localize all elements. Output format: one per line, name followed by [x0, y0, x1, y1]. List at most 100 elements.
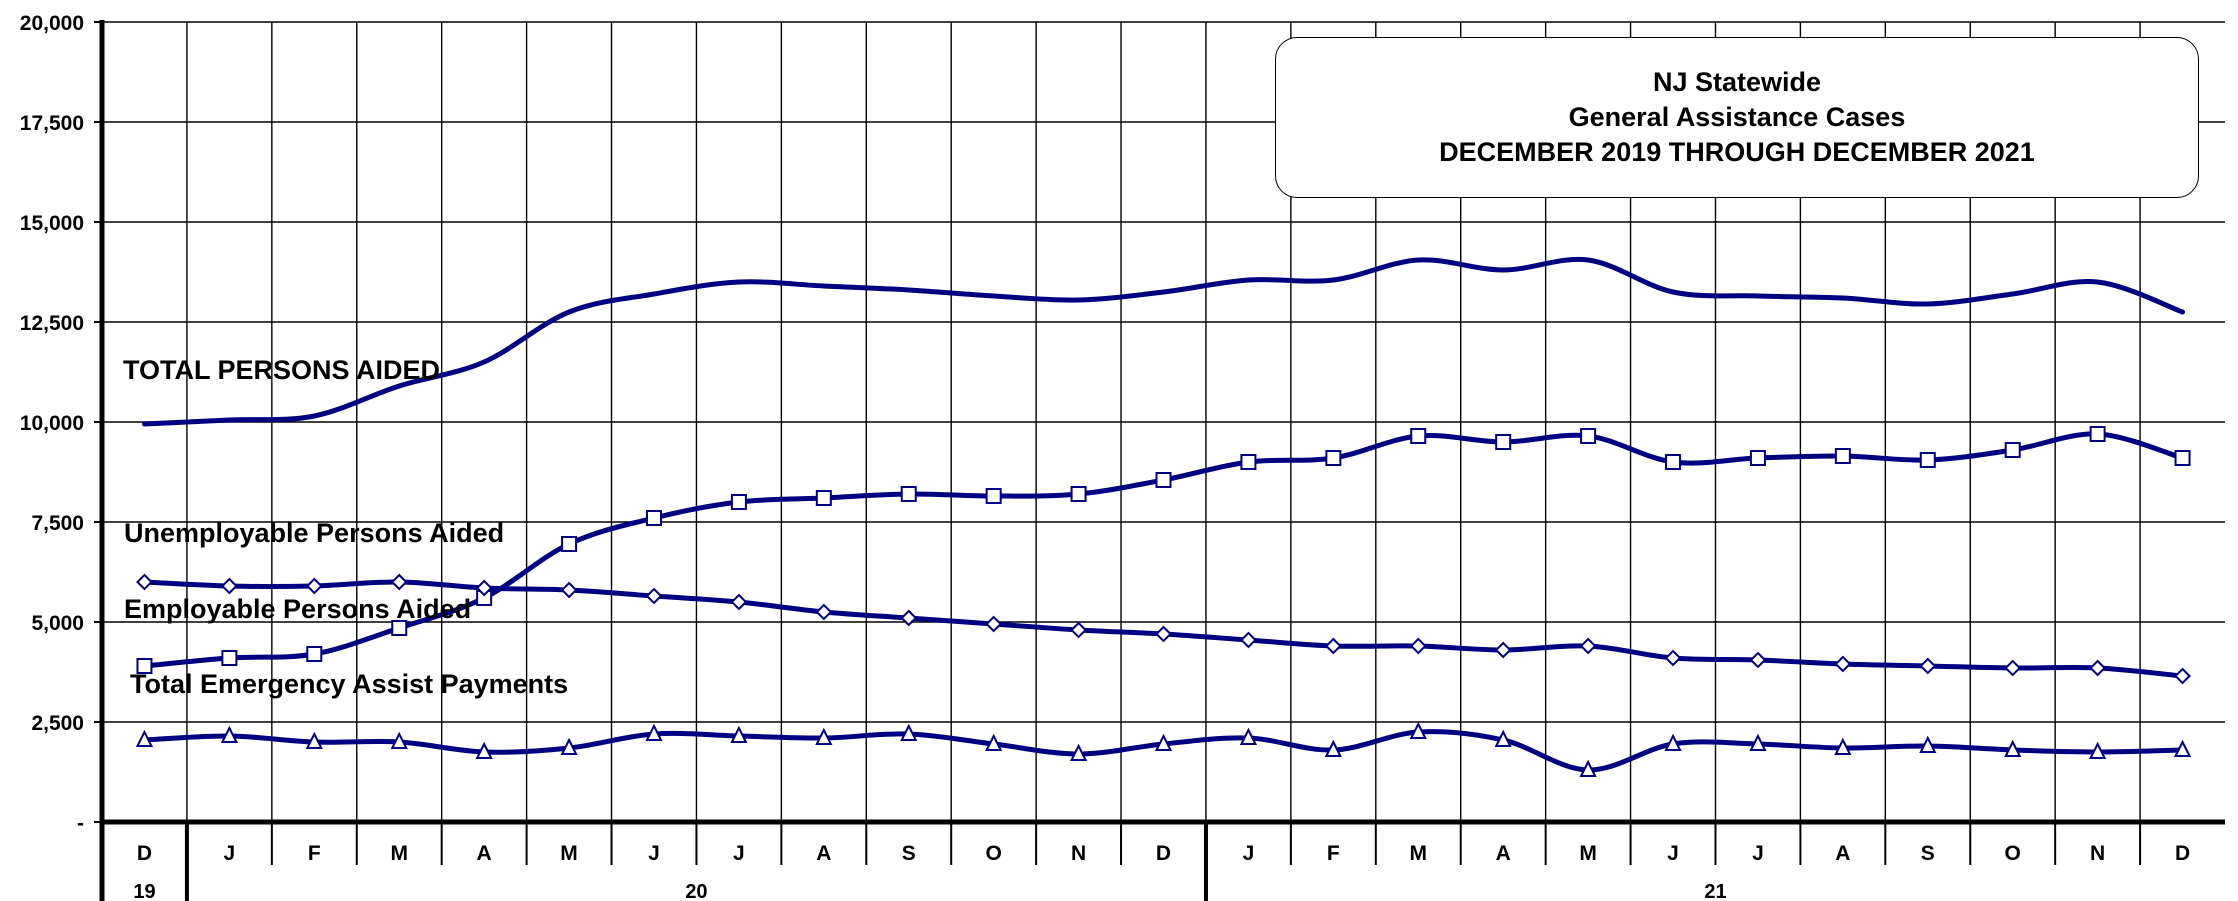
x-tick-label: A	[477, 842, 492, 865]
y-tick-label: -	[77, 812, 84, 835]
data-point-diamond	[1919, 657, 1937, 675]
data-point-triangle	[1409, 721, 1427, 739]
data-point-triangle	[220, 725, 238, 743]
data-point-square	[136, 658, 153, 674]
data-point-triangle	[815, 727, 833, 745]
data-point-diamond	[475, 579, 493, 597]
x-tick-label: D	[1156, 842, 1171, 865]
data-point-square	[1070, 486, 1087, 502]
y-tick-label: 2,500	[31, 712, 84, 735]
y-tick-label: 5,000	[31, 612, 84, 635]
data-point-triangle	[2173, 739, 2192, 757]
data-point-square	[1410, 428, 1427, 444]
x-tick-label: J	[1243, 842, 1255, 865]
year-label: 20	[685, 881, 707, 901]
x-tick-label: N	[1071, 842, 1086, 865]
year-label: 19	[133, 881, 155, 901]
x-tick-label: J	[224, 842, 236, 865]
data-point-diamond	[1070, 621, 1087, 639]
x-tick-label: M	[1579, 842, 1597, 865]
data-point-diamond	[900, 609, 918, 627]
x-tick-label: M	[560, 842, 578, 865]
x-tick-label: O	[2005, 842, 2021, 865]
data-point-diamond	[305, 577, 323, 595]
x-tick-label: J	[1752, 842, 1764, 865]
x-tick-label: D	[137, 842, 152, 865]
data-point-square	[1240, 454, 1257, 470]
data-point-diamond	[645, 587, 663, 605]
y-tick-label: 20,000	[20, 12, 84, 35]
x-tick-label: M	[1410, 842, 1428, 865]
series-line	[142, 256, 2185, 427]
data-point-square	[900, 486, 917, 502]
data-point-square	[2089, 426, 2106, 442]
data-point-diamond	[136, 573, 153, 591]
x-tick-label: S	[902, 842, 916, 865]
data-point-square	[561, 536, 578, 552]
data-point-diamond	[1749, 651, 1767, 669]
series-lines	[135, 256, 2192, 777]
series-label-total-persons: TOTAL PERSONS AIDED	[123, 355, 441, 385]
chart-title-line-2: General Assistance Cases	[1568, 102, 1906, 132]
y-tick-label: 7,500	[31, 512, 84, 535]
series-label-unemployable: Unemployable Persons Aided	[124, 518, 505, 548]
data-point-diamond	[1240, 631, 1257, 649]
data-point-square	[1155, 472, 1172, 488]
axes	[94, 20, 2225, 901]
data-point-square	[1665, 454, 1682, 470]
data-point-triangle	[1154, 733, 1173, 751]
data-point-square	[1834, 448, 1851, 464]
data-point-triangle	[1919, 735, 1937, 753]
data-point-triangle	[1579, 759, 1597, 777]
data-point-diamond	[1834, 655, 1852, 673]
data-point-diamond	[1324, 637, 1342, 655]
data-point-diamond	[985, 615, 1003, 633]
data-point-square	[306, 646, 323, 662]
data-point-diamond	[2004, 659, 2022, 677]
x-tick-label: A	[816, 842, 831, 865]
y-tick-label: 17,500	[20, 112, 84, 135]
data-point-triangle	[1239, 727, 1258, 745]
x-tick-label: D	[2175, 842, 2190, 865]
chart-title-line-3: DECEMBER 2019 THROUGH DECEMBER 2021	[1439, 137, 2035, 167]
x-tick-labels: 19 20 21 D J F M A M J J A S O N D J F M A M J J A S O N D	[133, 842, 2190, 901]
data-point-triangle	[985, 733, 1003, 751]
data-point-triangle	[475, 741, 493, 759]
y-tick-label: 10,000	[20, 412, 84, 435]
data-point-diamond	[2174, 667, 2191, 685]
data-point-triangle	[135, 729, 154, 747]
data-point-diamond	[1409, 637, 1427, 655]
data-point-triangle	[2004, 739, 2022, 757]
data-point-square	[221, 650, 238, 666]
data-point-diamond	[560, 581, 578, 599]
data-point-square	[815, 490, 832, 506]
data-point-triangle	[390, 731, 408, 749]
y-tick-labels: - 2,500 5,000 7,500 10,000 12,500 15,000 17,500…	[20, 12, 84, 835]
chart-title-line-1: NJ Statewide	[1652, 67, 1822, 97]
x-tick-label: A	[1496, 842, 1511, 865]
data-point-square	[2174, 450, 2191, 466]
data-point-square	[1495, 434, 1512, 450]
y-tick-label: 15,000	[20, 212, 84, 235]
data-point-triangle	[305, 731, 323, 749]
data-point-diamond	[2089, 659, 2107, 677]
data-point-triangle	[1834, 737, 1852, 755]
data-point-square	[1580, 428, 1597, 444]
data-point-square	[1325, 450, 1342, 466]
x-tick-label: J	[1667, 842, 1679, 865]
data-point-triangle	[560, 737, 578, 755]
data-point-square	[985, 488, 1002, 504]
series-employable	[136, 573, 2191, 685]
chart-title-box: NJ Statewide General Assistance Cases DE…	[1275, 37, 2199, 198]
x-tick-label: M	[390, 842, 408, 865]
data-point-triangle	[1664, 733, 1682, 751]
x-tick-label: F	[308, 842, 321, 865]
data-point-square	[1749, 450, 1766, 466]
series-total-persons	[142, 256, 2185, 427]
x-tick-label: O	[985, 842, 1001, 865]
data-point-diamond	[1664, 649, 1682, 667]
data-point-diamond	[390, 573, 408, 591]
data-point-triangle	[900, 723, 918, 741]
data-point-diamond	[730, 593, 748, 611]
data-point-diamond	[1494, 641, 1512, 659]
